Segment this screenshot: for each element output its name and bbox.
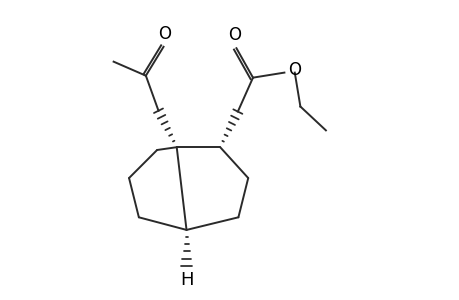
Text: H: H bbox=[179, 271, 193, 289]
Text: O: O bbox=[287, 61, 300, 80]
Text: O: O bbox=[158, 25, 171, 43]
Text: O: O bbox=[228, 26, 241, 44]
